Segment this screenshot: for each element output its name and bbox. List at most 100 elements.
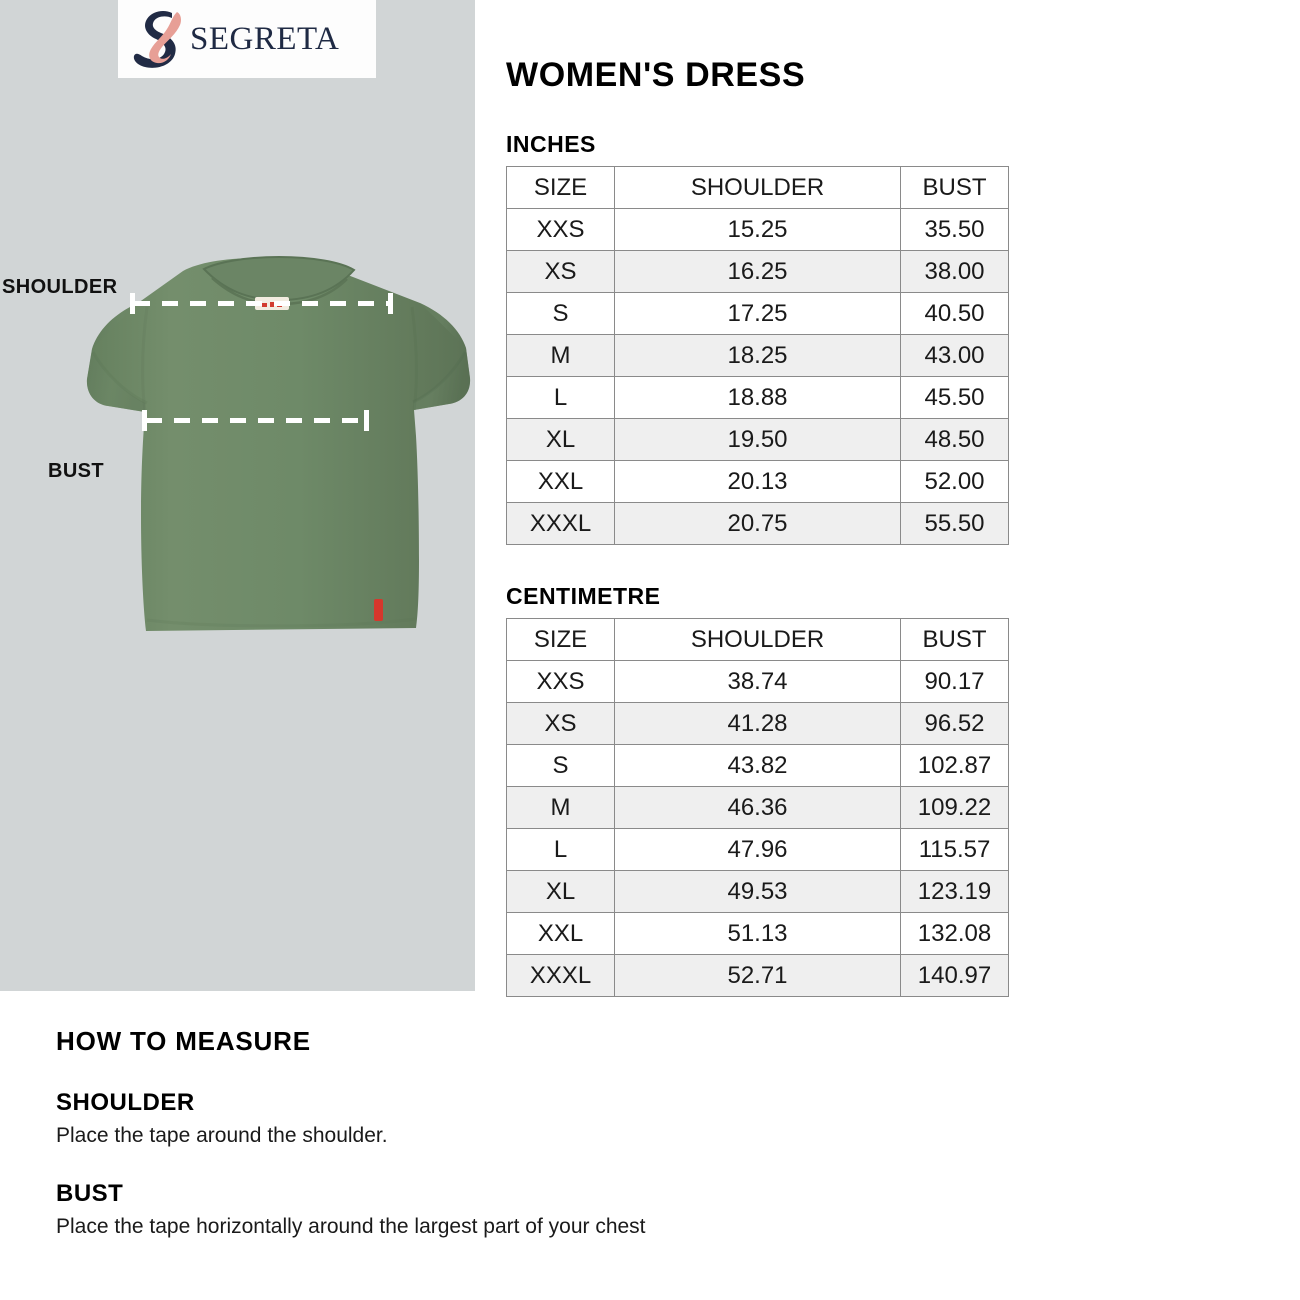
table-row: XXXL 20.75 55.50 bbox=[506, 502, 1009, 545]
cell-size: XL bbox=[506, 418, 615, 461]
cell-shoulder: 20.13 bbox=[614, 460, 901, 503]
cell-shoulder: 20.75 bbox=[614, 502, 901, 545]
tshirt-graphic bbox=[86, 255, 471, 631]
cell-size: XS bbox=[506, 250, 615, 293]
inches-size-table: SIZE SHOULDER BUST XXS 15.25 35.50 XS 16… bbox=[506, 166, 1009, 545]
segreta-s-ribbon-logo-icon bbox=[133, 11, 181, 68]
column-header-shoulder: SHOULDER bbox=[614, 166, 901, 209]
centimetre-size-table: SIZE SHOULDER BUST XXS 38.74 90.17 XS 41… bbox=[506, 618, 1009, 997]
left-armhole-seam bbox=[141, 306, 149, 413]
cell-bust: 55.50 bbox=[900, 502, 1009, 545]
table-header-row: SIZE SHOULDER BUST bbox=[506, 166, 1009, 209]
table-row: XL 19.50 48.50 bbox=[506, 418, 1009, 461]
right-sleeve-hem-seam bbox=[412, 351, 467, 404]
column-header-size: SIZE bbox=[506, 618, 615, 661]
bust-callout-label: BUST bbox=[48, 460, 105, 482]
logo-pink-ribbon bbox=[149, 12, 181, 64]
cell-bust: 102.87 bbox=[900, 744, 1009, 787]
table-row: XS 16.25 38.00 bbox=[506, 250, 1009, 293]
how-to-measure-shoulder-heading: SHOULDER bbox=[56, 1089, 195, 1116]
column-header-bust: BUST bbox=[900, 166, 1009, 209]
bust-measure-cap-left bbox=[142, 410, 147, 431]
cell-bust: 109.22 bbox=[900, 786, 1009, 829]
cell-size: M bbox=[506, 786, 615, 829]
cell-bust: 90.17 bbox=[900, 660, 1009, 703]
bottom-hem-seam bbox=[146, 617, 416, 628]
tshirt-body bbox=[86, 258, 471, 631]
cell-size: L bbox=[506, 376, 615, 419]
cell-bust: 38.00 bbox=[900, 250, 1009, 293]
table-row: L 18.88 45.50 bbox=[506, 376, 1009, 419]
cell-shoulder: 18.25 bbox=[614, 334, 901, 377]
logo-navy-ribbon bbox=[133, 11, 176, 68]
brand-name: SEGRETA bbox=[190, 20, 340, 57]
cell-size: S bbox=[506, 292, 615, 335]
how-to-measure-shoulder-text: Place the tape around the shoulder. bbox=[56, 1124, 388, 1147]
table-row: XL 49.53 123.19 bbox=[506, 870, 1009, 913]
table-header-row: SIZE SHOULDER BUST bbox=[506, 618, 1009, 661]
cell-size: S bbox=[506, 744, 615, 787]
cell-size: M bbox=[506, 334, 615, 377]
cell-bust: 96.52 bbox=[900, 702, 1009, 745]
cell-shoulder: 19.50 bbox=[614, 418, 901, 461]
column-header-bust: BUST bbox=[900, 618, 1009, 661]
table-row: S 17.25 40.50 bbox=[506, 292, 1009, 335]
cell-size: XXS bbox=[506, 660, 615, 703]
cell-shoulder: 46.36 bbox=[614, 786, 901, 829]
cell-bust: 132.08 bbox=[900, 912, 1009, 955]
tshirt-collar bbox=[202, 255, 356, 302]
cell-size: XXXL bbox=[506, 954, 615, 997]
cell-shoulder: 17.25 bbox=[614, 292, 901, 335]
cell-shoulder: 41.28 bbox=[614, 702, 901, 745]
tshirt-illustration bbox=[0, 0, 475, 991]
how-to-measure-section: HOW TO MEASURE SHOULDER Place the tape a… bbox=[56, 1026, 956, 1239]
column-header-shoulder: SHOULDER bbox=[614, 618, 901, 661]
cell-bust: 40.50 bbox=[900, 292, 1009, 335]
cell-bust: 140.97 bbox=[900, 954, 1009, 997]
cell-shoulder: 49.53 bbox=[614, 870, 901, 913]
table-row: XXL 51.13 132.08 bbox=[506, 912, 1009, 955]
cell-shoulder: 43.82 bbox=[614, 744, 901, 787]
cell-bust: 35.50 bbox=[900, 208, 1009, 251]
product-illustration-panel: SHOULDER BUST SEGRETA bbox=[0, 0, 475, 991]
tshirt-left-sleeve-shading bbox=[86, 303, 145, 412]
cell-shoulder: 18.88 bbox=[614, 376, 901, 419]
table-row: XXS 15.25 35.50 bbox=[506, 208, 1009, 251]
column-header-size: SIZE bbox=[506, 166, 615, 209]
red-hem-tab bbox=[374, 599, 383, 621]
cell-shoulder: 16.25 bbox=[614, 250, 901, 293]
table-row: XXXL 52.71 140.97 bbox=[506, 954, 1009, 997]
table-row: S 43.82 102.87 bbox=[506, 744, 1009, 787]
centimetre-section-title: CENTIMETRE bbox=[506, 583, 661, 609]
cell-shoulder: 47.96 bbox=[614, 828, 901, 871]
table-row: M 18.25 43.00 bbox=[506, 334, 1009, 377]
table-row: XS 41.28 96.52 bbox=[506, 702, 1009, 745]
shoulder-callout-label: SHOULDER bbox=[2, 276, 118, 298]
tshirt-right-sleeve-shading bbox=[414, 303, 471, 410]
cell-bust: 45.50 bbox=[900, 376, 1009, 419]
shoulder-measure-cap-left bbox=[130, 293, 135, 314]
shoulder-measure-cap-right bbox=[388, 293, 393, 314]
bust-measure-line bbox=[146, 418, 368, 423]
right-armhole-seam bbox=[410, 306, 418, 411]
bust-measure-cap-right bbox=[364, 410, 369, 431]
cell-size: XL bbox=[506, 870, 615, 913]
page-title: WOMEN'S DRESS bbox=[506, 56, 806, 94]
how-to-measure-bust-heading: BUST bbox=[56, 1180, 124, 1207]
table-row: XXS 38.74 90.17 bbox=[506, 660, 1009, 703]
how-to-measure-bust-text: Place the tape horizontally around the l… bbox=[56, 1215, 646, 1238]
inches-section-title: INCHES bbox=[506, 131, 596, 157]
cell-bust: 123.19 bbox=[900, 870, 1009, 913]
how-to-measure-title: HOW TO MEASURE bbox=[56, 1026, 311, 1056]
shoulder-measure-line bbox=[134, 301, 392, 306]
brand-logo: SEGRETA bbox=[118, 0, 376, 78]
size-chart-content: WOMEN'S DRESS INCHES SIZE SHOULDER BUST … bbox=[506, 0, 1296, 997]
cell-size: XS bbox=[506, 702, 615, 745]
left-sleeve-hem-seam bbox=[91, 351, 148, 405]
cell-size: XXXL bbox=[506, 502, 615, 545]
cell-bust: 115.57 bbox=[900, 828, 1009, 871]
cell-size: XXL bbox=[506, 460, 615, 503]
cell-shoulder: 51.13 bbox=[614, 912, 901, 955]
cell-shoulder: 15.25 bbox=[614, 208, 901, 251]
cell-bust: 52.00 bbox=[900, 460, 1009, 503]
